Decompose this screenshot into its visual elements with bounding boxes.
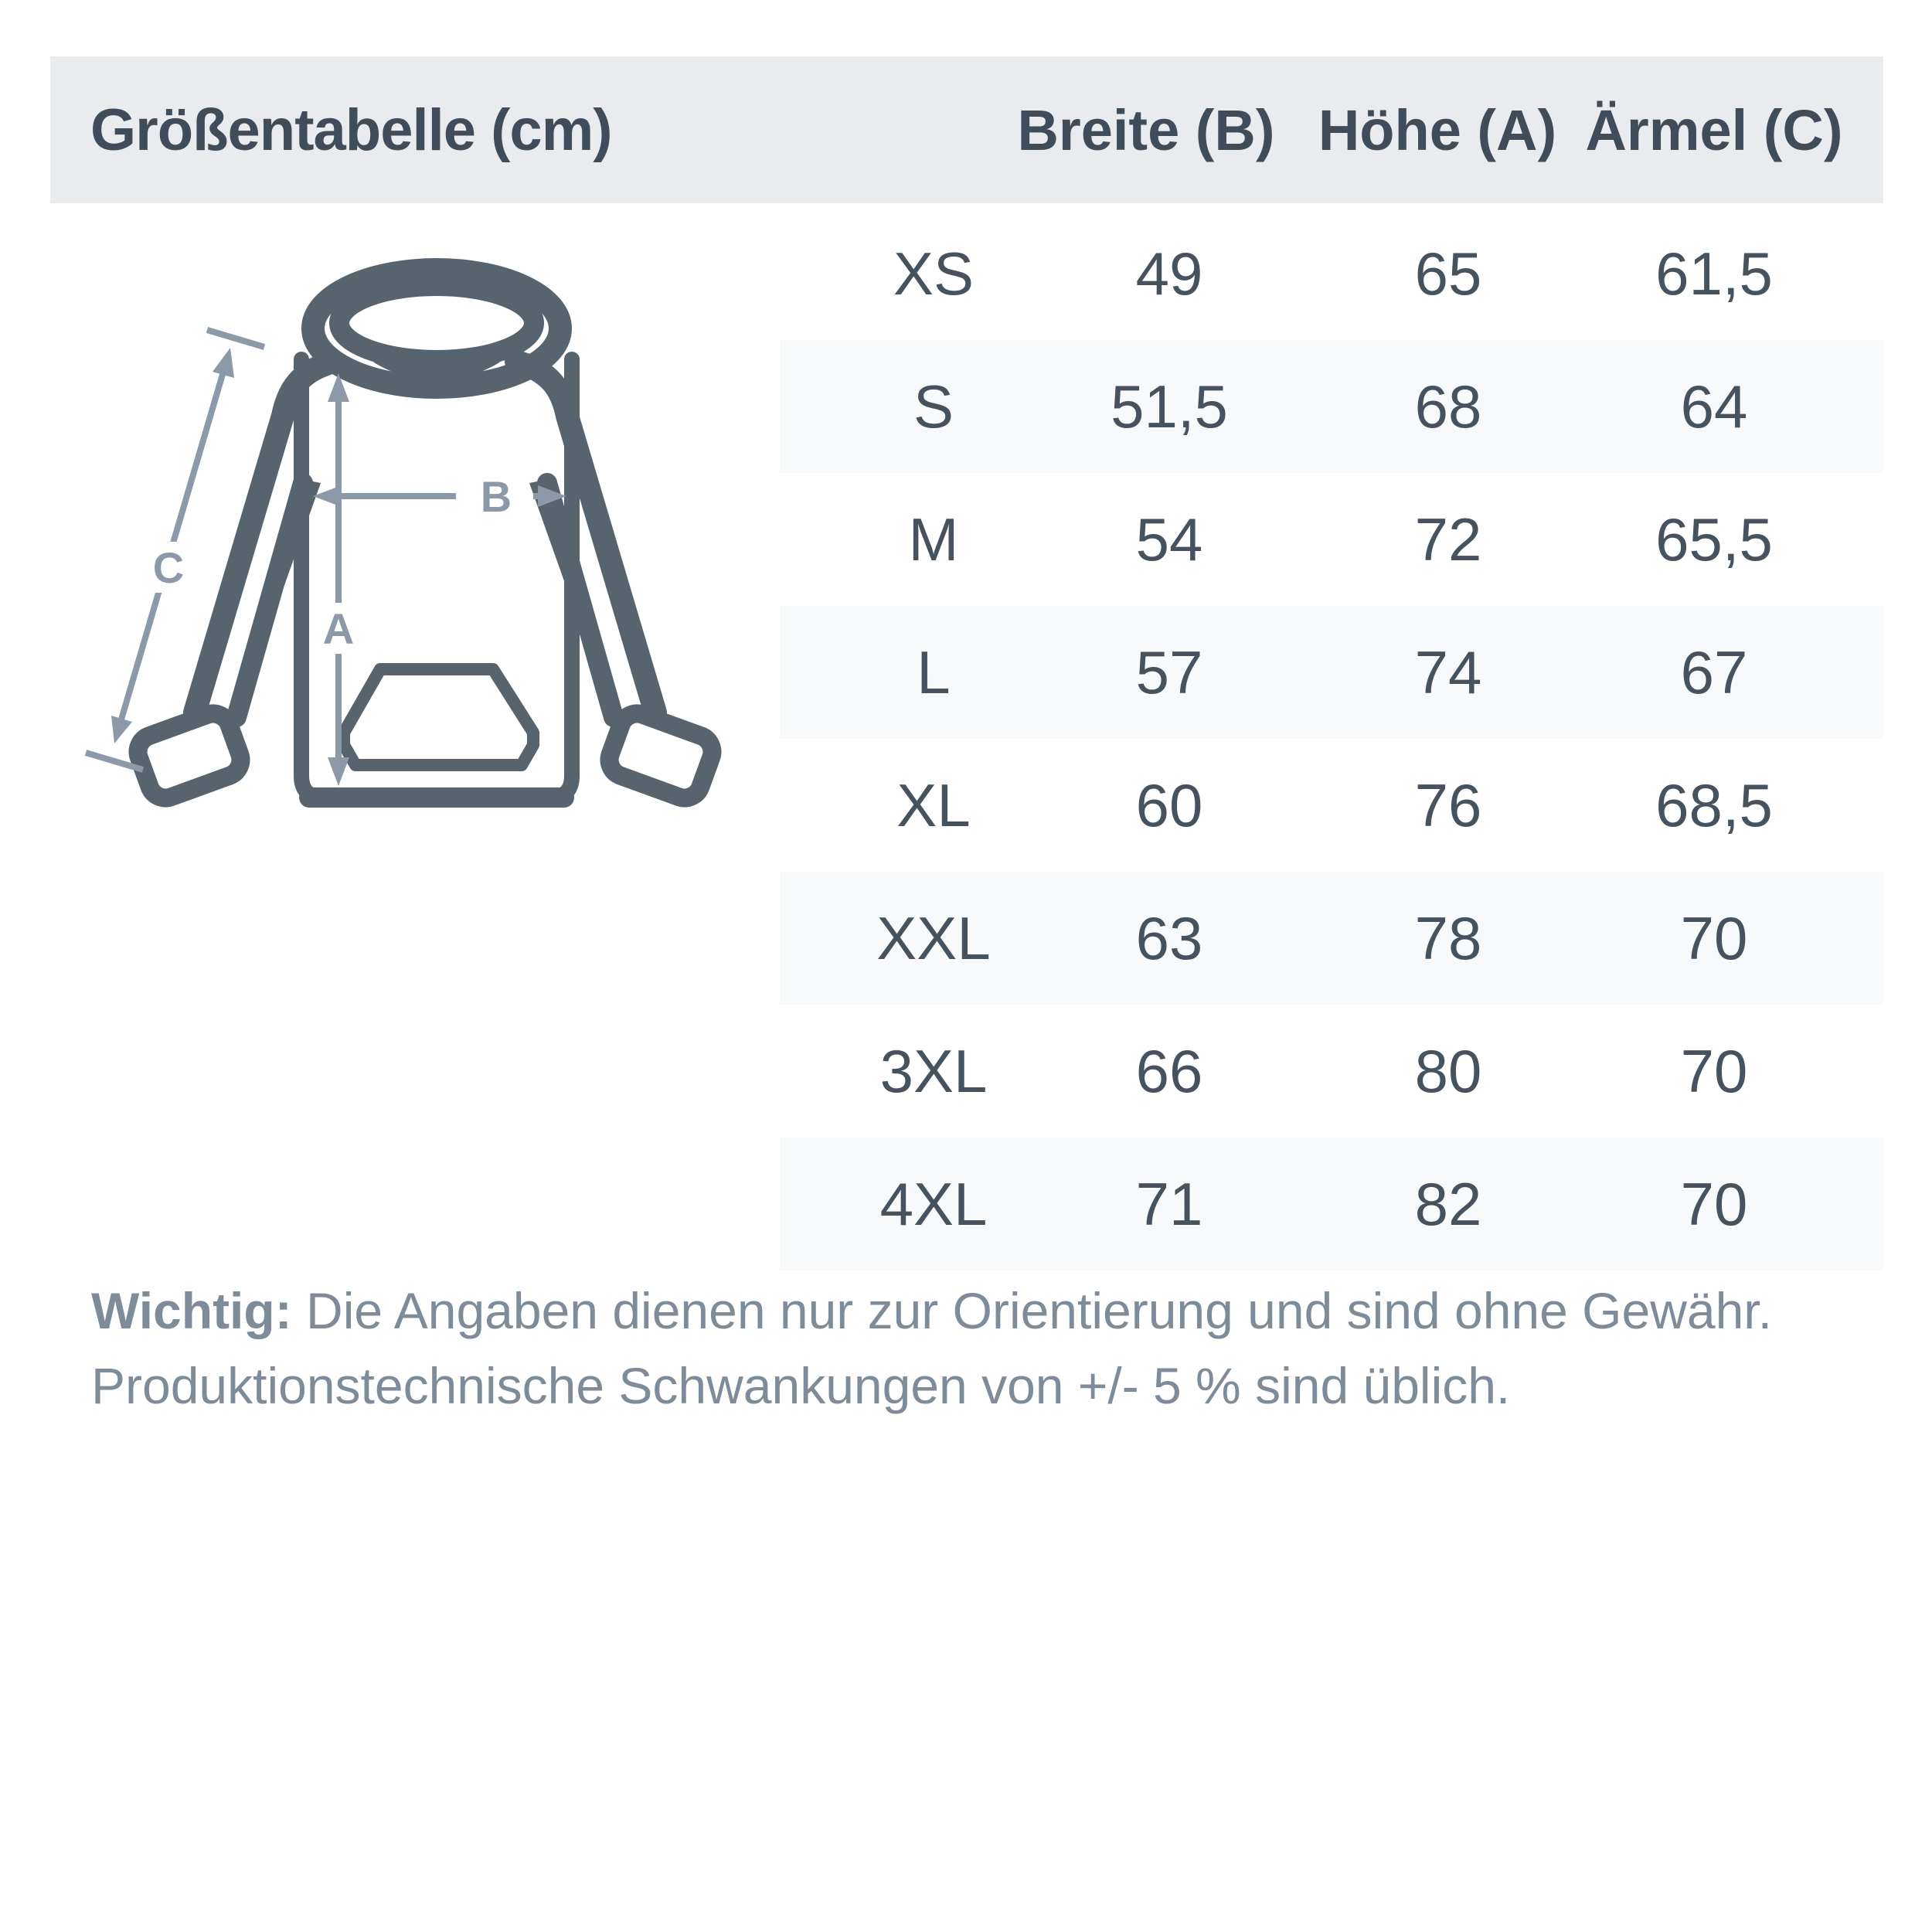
size-table-rows: XS 49 65 61,5 S 51,5 68 64 M 54 72 65,5 L 57 74 67 XL 60 7…	[780, 207, 1883, 1270]
measurement-value-cell: 54	[1135, 505, 1203, 573]
measurement-value-cell: 78	[1414, 903, 1482, 972]
measurement-value-cell: 63	[1135, 903, 1203, 972]
column-header-aermel: Ärmel (C)	[1585, 97, 1843, 162]
measurement-value-cell: 65	[1414, 239, 1482, 308]
measurement-value-cell: 82	[1414, 1169, 1482, 1238]
measurement-value-cell: 60	[1135, 770, 1203, 839]
dimension-arrow-a: A	[318, 373, 359, 786]
measure-label-a: A	[323, 604, 354, 653]
size-label-cell: XL	[896, 770, 971, 839]
measurement-value-cell: 66	[1135, 1036, 1203, 1105]
measure-label-c: C	[153, 543, 184, 592]
measurement-value-cell: 57	[1135, 638, 1203, 706]
page-title: Größentabelle (cm)	[90, 97, 613, 163]
measurement-value-cell: 68,5	[1655, 770, 1773, 839]
size-label-cell: 3XL	[879, 1036, 988, 1105]
table-row: S 51,5 68 64	[780, 340, 1883, 473]
measurement-value-cell: 72	[1414, 505, 1482, 573]
dimension-arrow-b: B	[313, 472, 566, 521]
measurement-value-cell: 67	[1680, 638, 1748, 706]
footer-line-2: Produktionstechnische Schwankungen von +…	[91, 1357, 1511, 1414]
footer-note: Wichtig: Die Angaben dienen nur zur Orie…	[91, 1274, 1869, 1423]
column-header-breite: Breite (B)	[1017, 97, 1275, 162]
measure-label-b: B	[481, 472, 512, 521]
size-label-cell: L	[917, 638, 951, 706]
size-label-cell: XS	[893, 239, 975, 308]
column-header-hoehe: Höhe (A)	[1318, 97, 1557, 162]
measurement-value-cell: 61,5	[1655, 239, 1773, 308]
size-label-cell: S	[913, 372, 954, 440]
hoodie-measurement-diagram: A B C	[84, 258, 722, 808]
measurement-value-cell: 70	[1680, 903, 1748, 972]
measurement-value-cell: 74	[1414, 638, 1482, 706]
dimension-arrow-c: C	[84, 327, 266, 773]
table-row: XL 60 76 68,5	[780, 739, 1883, 872]
footer-bold-prefix: Wichtig:	[91, 1282, 292, 1339]
footer-line-1-text: Die Angaben dienen nur zur Orientierung …	[291, 1282, 1772, 1339]
hoodie-sleeves-icon	[128, 350, 722, 808]
measurement-value-cell: 51,5	[1111, 372, 1228, 440]
size-label-cell: XXL	[876, 903, 991, 972]
measurement-value-cell: 70	[1680, 1169, 1748, 1238]
measurement-value-cell: 80	[1414, 1036, 1482, 1105]
table-row: XXL 63 78 70	[780, 872, 1883, 1005]
measurement-value-cell: 70	[1680, 1036, 1748, 1105]
table-row: M 54 72 65,5	[780, 473, 1883, 606]
measurement-value-cell: 65,5	[1655, 505, 1773, 573]
hoodie-body-icon	[294, 352, 580, 808]
hoodie-pocket-icon	[338, 663, 539, 771]
measurement-value-cell: 49	[1135, 239, 1203, 308]
table-row: XS 49 65 61,5	[780, 207, 1883, 340]
footer-line-1: Wichtig: Die Angaben dienen nur zur Orie…	[91, 1274, 1869, 1349]
table-row: 4XL 71 82 70	[780, 1138, 1883, 1270]
size-label-cell: M	[908, 505, 959, 573]
size-label-cell: 4XL	[879, 1169, 988, 1238]
table-header-bar: Größentabelle (cm) Breite (B) Höhe (A) Ä…	[50, 56, 1883, 203]
measurement-value-cell: 68	[1414, 372, 1482, 440]
table-row: 3XL 66 80 70	[780, 1005, 1883, 1138]
hoodie-hood-icon	[301, 258, 572, 399]
table-row: L 57 74 67	[780, 606, 1883, 739]
measurement-value-cell: 71	[1135, 1169, 1203, 1238]
measurement-value-cell: 76	[1414, 770, 1482, 839]
measurement-value-cell: 64	[1680, 372, 1748, 440]
